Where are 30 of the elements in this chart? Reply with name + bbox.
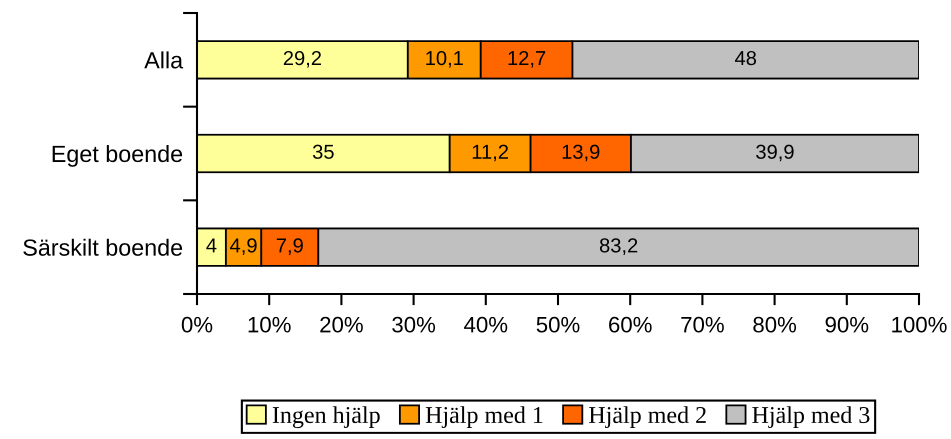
data-label: 11,2 [472, 144, 508, 162]
legend-label: Hjälp med 3 [752, 406, 870, 428]
data-label: 13,9 [562, 144, 600, 162]
data-label: 12,7 [508, 50, 546, 68]
x-tick-label: 0% [182, 316, 212, 333]
x-tick-label: 100% [892, 316, 947, 333]
x-tick-label: 80% [753, 316, 796, 333]
legend-label: Hjälp med 1 [426, 406, 542, 428]
y-tick-label: Eget boende [52, 145, 182, 167]
data-label: 4,9 [230, 238, 257, 255]
y-tick-label: Särskilt boende [23, 238, 182, 256]
data-label: 35 [312, 144, 334, 159]
x-tick-label: 40% [464, 316, 508, 333]
x-tick-label: 90% [826, 316, 868, 333]
legend-label: Ingen hjälp [272, 406, 380, 428]
data-label: 39,9 [756, 144, 794, 162]
data-label: 10,1 [426, 50, 463, 68]
y-tick-label: Alla [144, 51, 184, 69]
legend-label: Hjälp med 2 [589, 406, 706, 428]
x-tick-label: 30% [392, 316, 436, 333]
data-label: 7,9 [276, 238, 303, 255]
x-tick-label: 70% [681, 316, 724, 333]
x-tick-label: 60% [609, 316, 652, 333]
x-tick-label: 20% [320, 316, 363, 333]
x-tick-label: 50% [536, 316, 580, 333]
x-tick-label: 10% [248, 316, 291, 333]
data-label: 4 [206, 238, 216, 252]
data-label: 48 [734, 50, 756, 66]
data-label: 83,2 [600, 238, 638, 255]
data-label: 29,2 [284, 50, 321, 68]
